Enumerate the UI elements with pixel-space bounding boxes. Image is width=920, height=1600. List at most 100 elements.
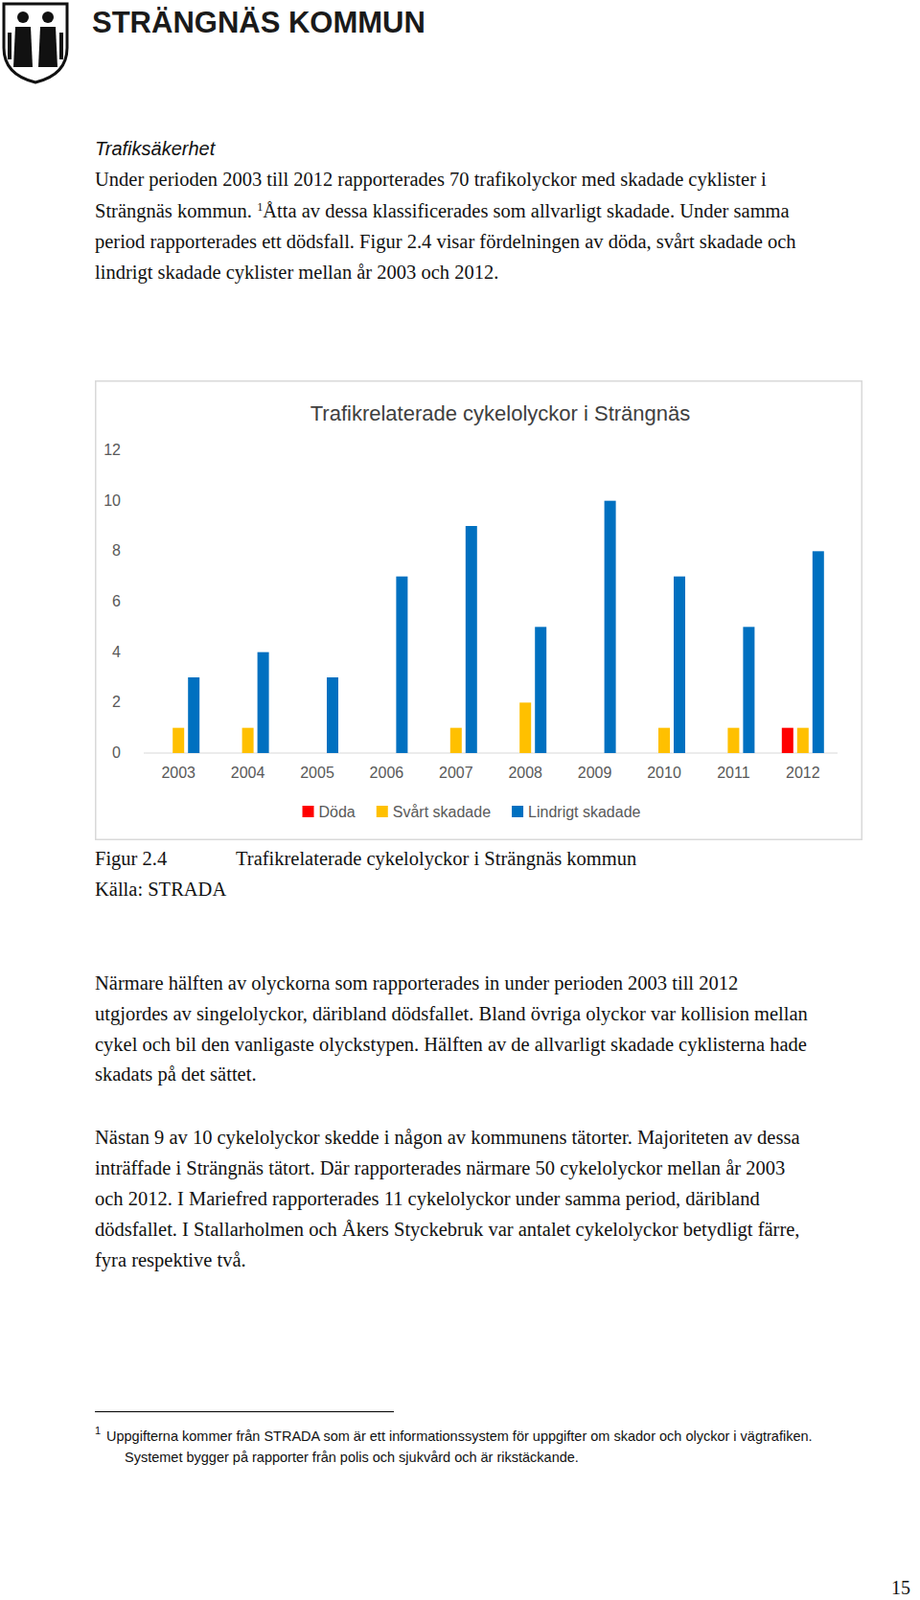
x-tick-label: 2005 bbox=[299, 764, 335, 782]
figure-body bbox=[13, 26, 33, 68]
bar bbox=[227, 753, 239, 755]
intro-line: period rapporterades ett dödsfall. Figur… bbox=[94, 226, 797, 257]
header-text: STRÄNGNÄS KOMMUN bbox=[92, 5, 426, 40]
text-segment: period rapporterades ett dödsfall. Figur… bbox=[94, 230, 797, 253]
bar bbox=[574, 753, 586, 755]
sword bbox=[59, 32, 64, 60]
bar bbox=[519, 702, 531, 754]
bar bbox=[742, 626, 755, 754]
bar bbox=[172, 728, 184, 754]
text-segment: utgjordes av singelolyckor, däribland dö… bbox=[94, 1003, 808, 1025]
legend-swatch bbox=[511, 805, 524, 818]
bar bbox=[157, 753, 169, 755]
bar bbox=[187, 677, 200, 754]
y-tick bbox=[124, 450, 127, 452]
legend-label: Lindrigt skadade bbox=[528, 804, 642, 821]
y-tick bbox=[124, 551, 127, 552]
x-tick-label: 2008 bbox=[507, 764, 543, 782]
legend-swatch bbox=[302, 805, 315, 818]
x-tick-label: 2010 bbox=[646, 764, 682, 782]
text-segment: inträffade i Strängnäs tätort. Där rappo… bbox=[94, 1157, 785, 1179]
bar bbox=[380, 753, 392, 755]
body-line: inträffade i Strängnäs tätort. Där rappo… bbox=[94, 1152, 785, 1184]
caption-text: Trafikrelaterade cykelolyckor i Strängnä… bbox=[235, 848, 637, 870]
x-tick-label: 2012 bbox=[785, 764, 821, 782]
bar bbox=[589, 753, 601, 755]
body-line: Närmare hälften av olyckorna som rapport… bbox=[94, 967, 738, 999]
bar bbox=[435, 753, 447, 755]
legend-label: Svårt skadade bbox=[392, 804, 491, 821]
figure-head bbox=[42, 11, 54, 23]
y-tick-label: 12 bbox=[103, 441, 121, 459]
bar bbox=[604, 501, 617, 754]
x-tick-label: 2011 bbox=[716, 764, 751, 782]
bar bbox=[643, 753, 655, 755]
bar bbox=[242, 728, 254, 754]
intro-line: lindrigt skadade cyklister mellan år 200… bbox=[94, 256, 499, 288]
y-tick-label: 4 bbox=[112, 644, 121, 661]
bar bbox=[797, 728, 809, 754]
key bbox=[7, 32, 12, 60]
page-number-text: 15 bbox=[891, 1577, 911, 1599]
figure-source: Källa: STRADA bbox=[94, 874, 227, 905]
intro-line: Under perioden 2003 till 2012 rapportera… bbox=[94, 163, 767, 195]
footnote-ref: 1 bbox=[256, 200, 263, 214]
text-segment: dödsfallet. I Stallarholmen och Åkers St… bbox=[94, 1219, 800, 1241]
text-segment: cykel och bil den vanligaste olyckstypen… bbox=[94, 1034, 807, 1056]
legend: DödaSvårt skadadeLindrigt skadade bbox=[302, 804, 642, 821]
y-tick bbox=[124, 702, 127, 704]
figure-caption: Figur 2.4 bbox=[94, 843, 167, 874]
bar bbox=[658, 728, 670, 754]
footnote-number: 1 bbox=[94, 1424, 101, 1438]
text-segment: Närmare hälften av olyckorna som rapport… bbox=[94, 972, 738, 994]
caption-label: Figur 2.4 bbox=[94, 848, 167, 870]
text-segment: och 2012. I Mariefred rapporterades 11 c… bbox=[94, 1188, 760, 1210]
footnote-text: Systemet bygger på rapporter från polis … bbox=[124, 1449, 579, 1466]
bar bbox=[712, 753, 724, 755]
page: { "header": {"title": "STRÄNGNÄS KOMMUN"… bbox=[0, 0, 920, 1600]
y-tick bbox=[124, 651, 127, 653]
footnote-line: Uppgifterna kommer från STRADA som är et… bbox=[106, 1426, 813, 1447]
y-tick-label: 2 bbox=[112, 693, 121, 711]
bar bbox=[465, 526, 478, 754]
y-tick bbox=[124, 753, 127, 755]
footnote-line: Systemet bygger på rapporter från polis … bbox=[124, 1448, 579, 1468]
intro-line: Strängnäs kommun. 1Åtta av dessa klassif… bbox=[94, 195, 790, 227]
bar bbox=[257, 652, 270, 754]
body-line: Nästan 9 av 10 cykelolyckor skedde i någ… bbox=[94, 1122, 801, 1153]
bar bbox=[727, 728, 739, 754]
y-tick bbox=[124, 500, 127, 502]
footnote-rule bbox=[94, 1411, 394, 1413]
y-tick-label: 6 bbox=[112, 593, 121, 610]
text-segment: fyra respektive två. bbox=[94, 1249, 247, 1271]
bar bbox=[395, 576, 408, 754]
body-line: dödsfallet. I Stallarholmen och Åkers St… bbox=[94, 1214, 800, 1245]
text-segment: skadats på det sättet. bbox=[94, 1063, 257, 1085]
chart: Trafikrelaterade cykelolyckor i Strängnä… bbox=[94, 380, 863, 841]
bar bbox=[504, 753, 516, 755]
bar bbox=[534, 626, 547, 754]
text-segment: lindrigt skadade cyklister mellan år 200… bbox=[94, 261, 499, 283]
text-segment: Nästan 9 av 10 cykelolyckor skedde i någ… bbox=[94, 1127, 801, 1149]
bar bbox=[365, 753, 377, 755]
header-title: STRÄNGNÄS KOMMUN bbox=[92, 1, 426, 45]
bar bbox=[673, 576, 686, 754]
bar bbox=[812, 551, 825, 754]
chart-frame bbox=[95, 381, 863, 841]
bar bbox=[296, 753, 308, 755]
body-line: skadats på det sättet. bbox=[94, 1058, 257, 1090]
y-tick-label: 8 bbox=[112, 542, 121, 559]
bar bbox=[450, 728, 462, 754]
body-line: fyra respektive två. bbox=[94, 1244, 247, 1276]
caption-source: Källa: STRADA bbox=[94, 878, 227, 900]
text-segment: Strängnäs kommun. bbox=[94, 200, 257, 222]
figure-caption-text: Trafikrelaterade cykelolyckor i Strängnä… bbox=[235, 843, 637, 874]
footnote-number-text: 1 bbox=[94, 1425, 101, 1437]
x-tick-label: 2003 bbox=[161, 764, 196, 782]
bar bbox=[326, 677, 339, 754]
body-line: och 2012. I Mariefred rapporterades 11 c… bbox=[94, 1183, 760, 1215]
y-tick-label: 10 bbox=[103, 492, 121, 509]
x-tick-label: 2004 bbox=[230, 764, 266, 782]
page-number: 15 bbox=[0, 1575, 911, 1600]
legend-swatch bbox=[376, 805, 389, 818]
